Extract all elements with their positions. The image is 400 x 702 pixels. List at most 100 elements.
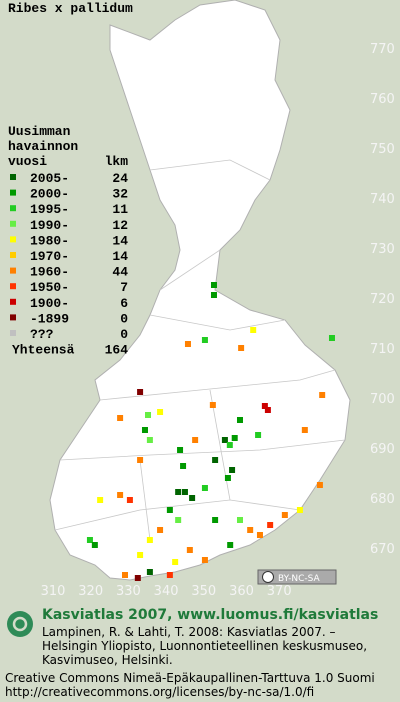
license-line: Creative Commons Nimeä-Epäkaupallinen-Ta… <box>5 671 375 685</box>
legend-swatch <box>10 283 16 290</box>
legend-swatch <box>10 220 16 227</box>
legend-swatch <box>10 236 16 243</box>
legend-label: 1950- <box>30 280 69 295</box>
northing-label: 690 <box>370 442 395 457</box>
observation-square <box>157 527 164 533</box>
observation-square <box>184 341 191 347</box>
observation-square <box>126 497 133 503</box>
observation-square <box>141 427 148 433</box>
legend-label: 2000- <box>30 187 69 202</box>
legend-count: 6 <box>120 296 128 311</box>
observation-square <box>226 442 233 448</box>
observation-square <box>137 457 144 463</box>
observation-square <box>86 537 93 543</box>
observation-square <box>137 552 144 558</box>
observation-square <box>261 403 268 409</box>
legend-count: 44 <box>112 265 128 280</box>
legend-count: 0 <box>120 327 128 342</box>
observation-square <box>117 492 124 498</box>
legend-count-header: lkm <box>105 154 129 169</box>
northing-label: 720 <box>370 292 395 307</box>
legend-count: 12 <box>112 218 128 233</box>
legend-label: 1990- <box>30 218 69 233</box>
license-line: http://creativecommons.org/licenses/by-n… <box>5 685 314 699</box>
observation-square <box>201 557 208 563</box>
legend-label: 1970- <box>30 249 69 264</box>
legend-total-label: Yhteensä <box>12 343 75 358</box>
observation-square <box>137 389 144 395</box>
observation-square <box>250 327 257 333</box>
observation-square <box>175 517 182 523</box>
observation-square <box>238 345 245 351</box>
northing-label: 760 <box>370 92 395 107</box>
observation-square <box>328 335 335 341</box>
legend-swatch <box>10 330 16 336</box>
legend-swatch <box>10 205 16 212</box>
observation-square <box>201 485 208 491</box>
observation-square <box>201 337 208 343</box>
legend-label: 1900- <box>30 296 69 311</box>
footer: Kasviatlas 2007, www.luomus.fi/kasviatla… <box>5 607 378 699</box>
easting-label: 360 <box>229 584 254 599</box>
northing-label: 740 <box>370 192 395 207</box>
easting-label: 310 <box>41 584 66 599</box>
footer-heading: Kasviatlas 2007, www.luomus.fi/kasviatla… <box>42 607 378 623</box>
northing-label: 670 <box>370 542 395 557</box>
observation-square <box>180 463 187 469</box>
northing-label: 730 <box>370 242 395 257</box>
northing-label: 680 <box>370 492 395 507</box>
citation-line: Kasvimuseo, Helsinki. <box>42 653 173 667</box>
observation-square <box>175 489 182 495</box>
legend-label: ??? <box>30 327 54 342</box>
observation-square <box>210 292 217 298</box>
legend-label: 1980- <box>30 233 69 248</box>
legend-count: 7 <box>120 280 128 295</box>
observation-square <box>301 427 308 433</box>
citation-line: Lampinen, R. & Lahti, T. 2008: Kasviatla… <box>42 625 336 639</box>
northing-label: 770 <box>370 42 395 57</box>
cc-badge: BY-NC-SA <box>257 569 337 585</box>
observation-square <box>210 282 217 288</box>
observation-square <box>177 447 184 453</box>
badge-text: BY-NC-SA <box>278 574 321 584</box>
legend-total: 164 <box>105 343 129 358</box>
observation-square <box>189 495 196 501</box>
observation-square <box>157 409 164 415</box>
observation-square <box>192 437 199 443</box>
citation-line: Helsingin Yliopisto, Luonnontieteellinen… <box>42 639 367 653</box>
legend-label: -1899 <box>30 311 69 326</box>
badge-box <box>257 569 337 585</box>
observation-square <box>212 517 219 523</box>
observation-square <box>145 412 152 418</box>
observation-square <box>97 497 104 503</box>
legend-swatch <box>10 267 16 274</box>
region-borders <box>54 159 346 541</box>
legend-count: 14 <box>112 249 128 264</box>
legend-label: 1995- <box>30 202 69 217</box>
northing-label: 710 <box>370 342 395 357</box>
observation-square <box>281 512 288 518</box>
logo <box>7 611 33 637</box>
observation-square <box>224 475 231 481</box>
northing-label: 750 <box>370 142 395 157</box>
observation-square <box>221 437 228 443</box>
observation-square <box>236 417 243 423</box>
badge-icon <box>262 571 274 583</box>
easting-label: 350 <box>191 584 216 599</box>
legend-header: havainnon <box>8 139 78 154</box>
observation-square <box>247 527 254 533</box>
observation-square <box>319 392 326 398</box>
observation-square <box>117 415 124 421</box>
legend-count: 32 <box>112 187 128 202</box>
observation-square <box>212 457 219 463</box>
legend-swatch <box>10 252 16 258</box>
observation-square <box>231 435 238 441</box>
observation-square <box>267 522 274 528</box>
easting-label: 320 <box>78 584 103 599</box>
legend-count: 14 <box>112 233 128 248</box>
legend-header: Uusimman <box>8 124 71 139</box>
observation-square <box>256 532 263 538</box>
observation-square <box>181 489 188 495</box>
